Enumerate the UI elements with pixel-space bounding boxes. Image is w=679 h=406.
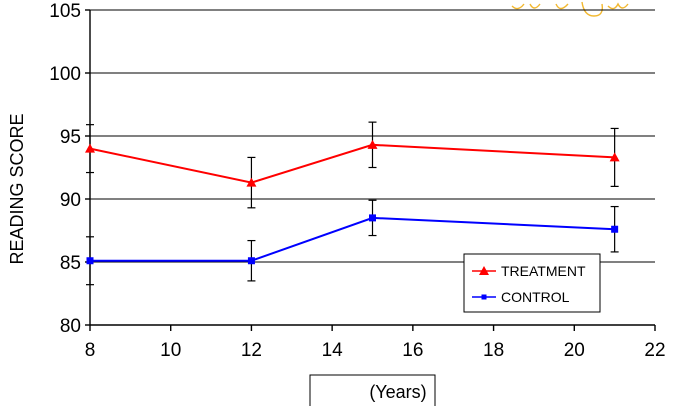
x-tick-label: 10 <box>160 340 181 361</box>
legend: TREATMENT CONTROL <box>463 253 601 313</box>
data-point-treatment <box>367 139 378 149</box>
data-point-treatment <box>85 143 95 153</box>
legend-marker-treatment <box>479 266 489 275</box>
x-tick-label: 8 <box>85 340 96 361</box>
x-tick-label: 14 <box>322 340 344 361</box>
y-tick-label: 85 <box>60 253 81 274</box>
x-axis-title: (Years) <box>369 382 426 402</box>
y-tick-label: 105 <box>49 1 81 22</box>
series-line-control <box>90 216 615 262</box>
x-tick-label: 12 <box>241 340 262 361</box>
data-point-control <box>86 257 94 265</box>
y-tick-label: 80 <box>60 316 81 337</box>
series-control <box>86 199 619 286</box>
x-tick-label: 16 <box>402 340 423 361</box>
data-point-control <box>247 257 255 265</box>
series-treatment <box>85 121 620 209</box>
data-point-treatment <box>609 152 620 162</box>
legend-box <box>463 253 601 313</box>
x-axis-title-box: (Years) <box>309 374 436 406</box>
data-point-control <box>369 214 376 222</box>
x-tick-labels: 8 10 12 14 16 18 20 22 <box>85 340 666 361</box>
y-tick-label: 95 <box>60 127 81 148</box>
x-tick-label: 18 <box>483 340 504 361</box>
data-point-control <box>611 225 619 233</box>
x-tick-label: 22 <box>644 340 665 361</box>
x-axis-title-frame <box>309 374 436 406</box>
y-axis-title: READING SCORE <box>7 113 27 264</box>
legend-marker-control <box>481 294 487 300</box>
y-tick-label: 100 <box>49 64 81 85</box>
y-tick-label: 90 <box>60 190 81 211</box>
legend-label-treatment: TREATMENT <box>501 263 586 279</box>
y-tick-labels: 80 85 90 95 100 105 <box>49 1 81 337</box>
series-line-treatment <box>89 143 615 184</box>
series <box>85 121 620 286</box>
x-tick-label: 20 <box>564 340 585 361</box>
legend-label-control: CONTROL <box>501 289 570 305</box>
data-point-treatment <box>246 177 257 187</box>
handwritten-annotation <box>511 1 629 17</box>
